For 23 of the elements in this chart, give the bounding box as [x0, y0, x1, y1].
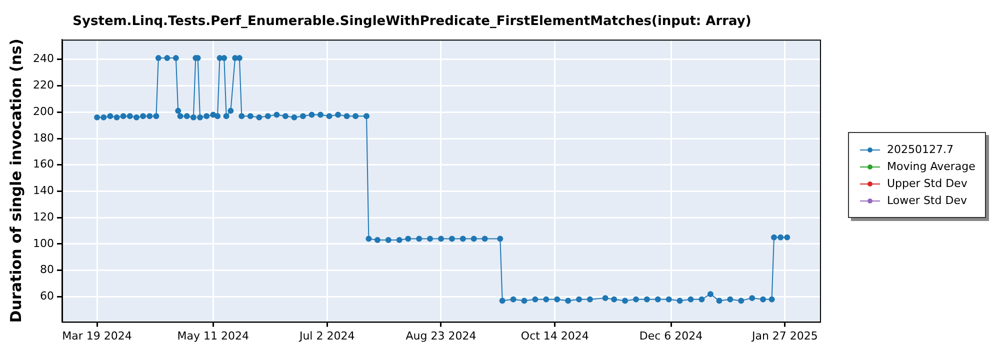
y-tick-label: 220	[32, 78, 54, 92]
legend-label: Lower Std Dev	[887, 194, 967, 207]
x-tick-label: Oct 14 2024	[520, 329, 589, 342]
x-tick-label: Jul 2 2024	[298, 329, 355, 342]
y-tick-label: 120	[32, 210, 54, 224]
x-tick-label: Jan 27 2025	[750, 329, 818, 342]
y-tick-label: 80	[40, 263, 54, 276]
legend-label: Upper Std Dev	[887, 177, 968, 190]
x-tick-label: Aug 23 2024	[406, 329, 476, 342]
x-tick-label: May 11 2024	[177, 329, 250, 342]
x-tick-label: Mar 19 2024	[62, 329, 132, 342]
chart-title: System.Linq.Tests.Perf_Enumerable.SingleWithPredicate_FirstElementMatches(input: Array)	[72, 14, 752, 30]
legend-label: 20250127.7	[887, 143, 954, 156]
y-axis-title: Duration of single invocation (ns)	[6, 38, 25, 323]
y-tick-label: 60	[40, 290, 54, 303]
y-tick-label: 160	[32, 158, 54, 171]
y-tick-label: 200	[32, 104, 54, 118]
y-tick-label: 180	[32, 131, 54, 144]
y-tick-label: 100	[32, 236, 54, 250]
legend-label: Moving Average	[887, 160, 976, 173]
y-tick-label: 140	[32, 184, 54, 198]
x-tick-label: Dec 6 2024	[639, 329, 703, 342]
y-tick-label: 240	[32, 52, 54, 66]
